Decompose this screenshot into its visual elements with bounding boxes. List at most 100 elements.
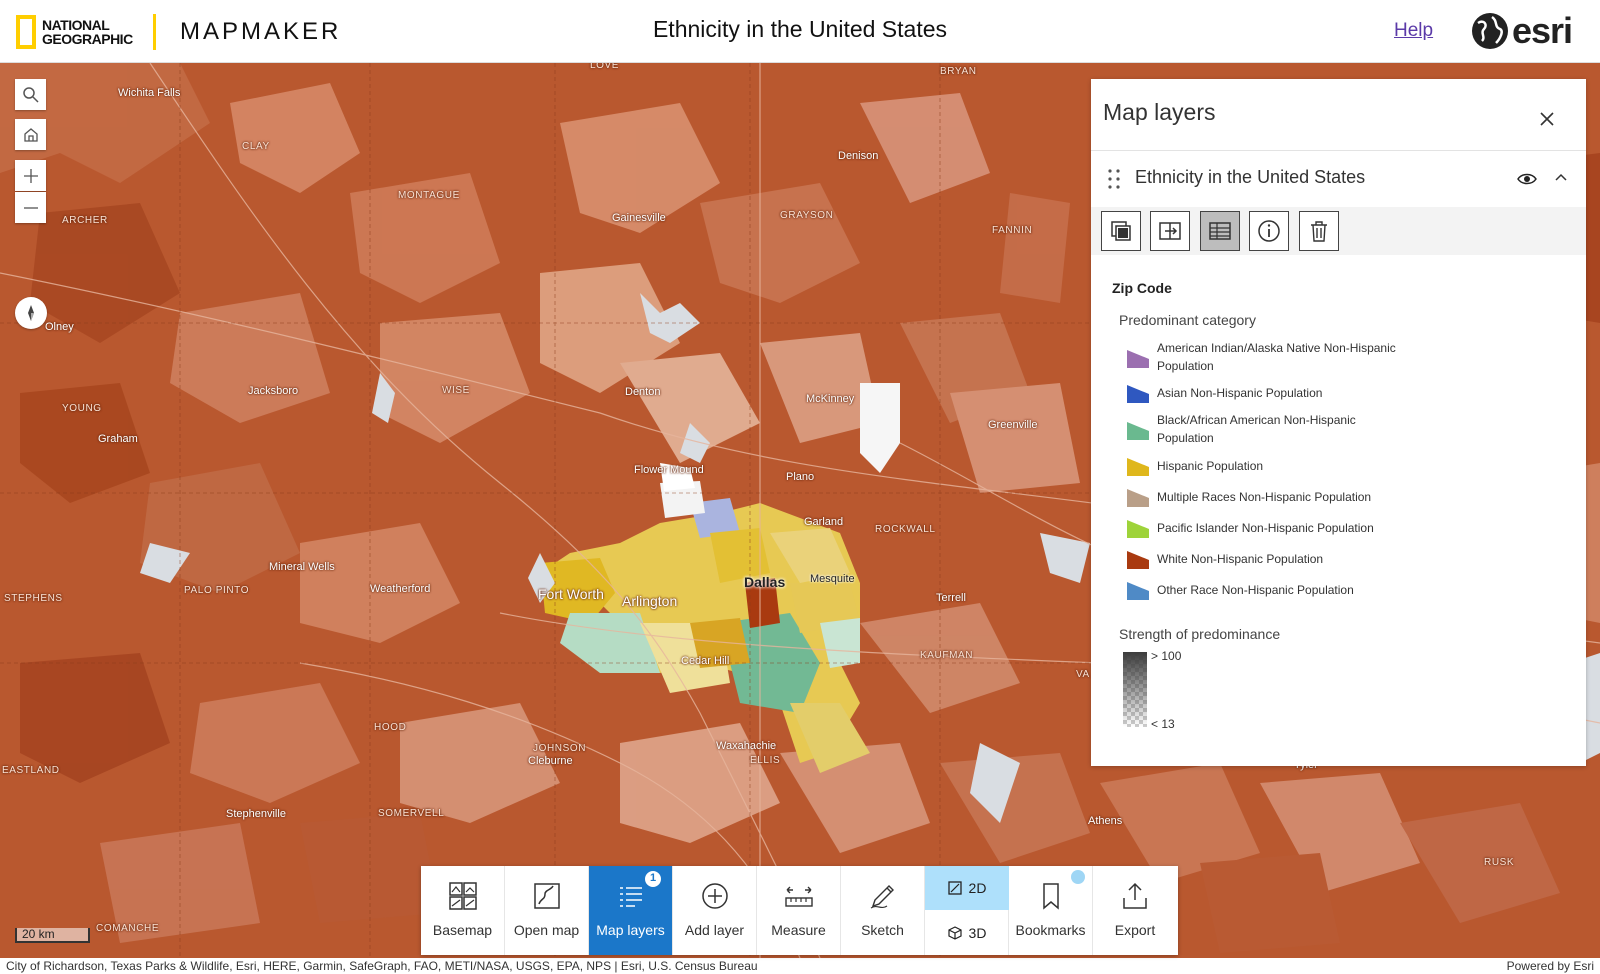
label-fannin: FANNIN	[992, 225, 1033, 236]
label-palo-pinto: PALO PINTO	[184, 585, 250, 596]
county-lines	[0, 63, 1090, 958]
label-athens: Athens	[1088, 815, 1123, 827]
search-button[interactable]	[15, 79, 46, 110]
legend-swatch	[1127, 489, 1149, 507]
label-mckinney: McKinney	[806, 393, 855, 405]
swap-icon	[1159, 222, 1181, 240]
zip-polygons-light	[0, 63, 1600, 953]
label-mesquite: Mesquite	[810, 573, 855, 585]
natgeo-logo[interactable]: NATIONAL GEOGRAPHIC	[16, 15, 142, 49]
layer-count-badge: 1	[644, 870, 662, 888]
scale-bar: 20 km	[15, 928, 90, 943]
basemap-button[interactable]: Basemap	[421, 866, 505, 955]
label-cleburne: Cleburne	[528, 755, 573, 767]
add-layer-button[interactable]: Add layer	[673, 866, 757, 955]
trash-icon	[1311, 221, 1327, 242]
layers-list-icon	[619, 887, 642, 907]
label-kaufman: KAUFMAN	[920, 650, 974, 661]
attribute-table-button[interactable]	[1200, 211, 1240, 251]
product-name: MAPMAKER	[180, 18, 342, 45]
legend-label: Hispanic Population	[1157, 459, 1264, 473]
drag-handle-icon[interactable]	[1107, 168, 1121, 190]
export-button[interactable]: Export	[1093, 866, 1177, 955]
label-rusk: RUSK	[1484, 857, 1515, 868]
label-young: YOUNG	[62, 403, 102, 414]
attribution-bar: City of Richardson, Texas Parks & Wildli…	[0, 958, 1600, 974]
open-map-icon	[533, 883, 560, 909]
legend-label: Pacific Islander Non-Hispanic Population	[1157, 521, 1374, 535]
map-2d-icon	[947, 881, 962, 895]
visibility-eye-icon[interactable]	[1517, 170, 1537, 188]
chevron-up-icon[interactable]	[1553, 170, 1569, 186]
open-map-label: Open map	[513, 922, 580, 938]
panel-title: Map layers	[1103, 99, 1216, 125]
powered-by-esri-link[interactable]: Powered by Esri	[1506, 959, 1594, 973]
basemap-icon	[448, 882, 477, 910]
map-view[interactable]: Wichita Falls CLAY MONTAGUE ARCHER Gaine…	[0, 63, 1600, 958]
legend-swatch	[1127, 520, 1149, 538]
header-divider	[153, 14, 156, 50]
view-2d-button[interactable]: 2D	[924, 866, 1009, 910]
label-denison: Denison	[838, 150, 879, 162]
label-gainesville: Gainesville	[612, 212, 666, 224]
close-icon[interactable]	[1537, 109, 1557, 129]
bookmark-icon	[1042, 883, 1059, 910]
table-icon	[1209, 222, 1231, 240]
pencil-icon	[870, 885, 894, 909]
label-hood: HOOD	[374, 722, 407, 733]
bookmarks-button[interactable]: Bookmarks	[1009, 866, 1093, 955]
strength-heading: Strength of predominance	[1119, 626, 1281, 642]
open-map-button[interactable]: Open map	[505, 866, 589, 955]
label-love: LOVE	[590, 63, 620, 71]
layers-stack-icon	[1111, 221, 1131, 241]
label-fort-worth: Fort Worth	[538, 586, 604, 602]
strength-gradient	[1123, 652, 1147, 727]
label-johnson: JOHNSON	[533, 743, 587, 754]
label-clay: CLAY	[242, 141, 270, 152]
strength-low-label: < 13	[1151, 717, 1175, 731]
layer-info-button[interactable]	[1249, 211, 1289, 251]
label-plano: Plano	[786, 471, 815, 483]
label-stephenville: Stephenville	[226, 808, 286, 820]
zoom-out-icon	[23, 206, 38, 209]
label-montague: MONTAGUE	[398, 190, 460, 201]
view-3d-button[interactable]: 3D	[925, 910, 1009, 955]
legend-swatch	[1127, 458, 1149, 476]
measure-button[interactable]: Measure	[757, 866, 841, 955]
label-terrell: Terrell	[936, 592, 966, 604]
label-arlington: Arlington	[622, 593, 678, 609]
help-link[interactable]: Help	[1394, 20, 1434, 41]
label-cedar-hill: Cedar Hill	[681, 655, 730, 667]
strength-high-label: > 100	[1151, 649, 1182, 663]
sketch-button[interactable]: Sketch	[841, 866, 925, 955]
view-3d-label: 3D	[968, 924, 987, 941]
label-dallas: Dallas	[744, 574, 786, 590]
map-layers-panel: Map layers Ethnicity in the United State…	[1091, 79, 1586, 766]
compass-button[interactable]	[15, 297, 47, 329]
home-button[interactable]	[15, 119, 46, 150]
export-icon	[1123, 882, 1147, 909]
search-icon	[22, 86, 39, 103]
zoom-in-icon	[23, 168, 38, 183]
page-title: Ethnicity in the United States	[652, 16, 948, 42]
natgeo-line1: NATIONAL	[42, 17, 110, 33]
label-denton: Denton	[625, 386, 661, 398]
label-olney: Olney	[45, 321, 74, 333]
esri-logo[interactable]: esri	[1470, 11, 1573, 51]
natgeo-wordmark: NATIONAL GEOGRAPHIC	[42, 18, 142, 46]
label-archer: ARCHER	[62, 215, 108, 226]
map-layers-button[interactable]: Map layers 1	[589, 866, 673, 955]
layer-properties-button[interactable]	[1101, 211, 1141, 251]
legend-swatch	[1127, 422, 1149, 440]
label-graham: Graham	[98, 433, 138, 445]
swap-layer-button[interactable]	[1150, 211, 1190, 251]
layer-item[interactable]: Ethnicity in the United States	[1091, 151, 1586, 207]
label-wise: WISE	[442, 385, 470, 396]
view-mode-toggle: 2D 3D	[924, 866, 1009, 955]
delete-layer-button[interactable]	[1299, 211, 1339, 251]
choropleth-map	[0, 63, 1600, 958]
legend-heading: Zip Code	[1112, 280, 1172, 296]
zoom-in-button[interactable]	[15, 160, 46, 191]
ruler-icon	[784, 886, 813, 907]
zoom-out-button[interactable]	[15, 192, 46, 223]
